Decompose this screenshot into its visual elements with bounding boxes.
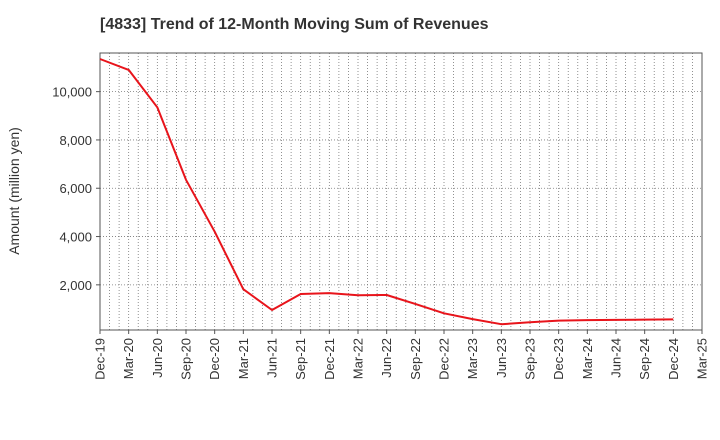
series-line bbox=[99, 58, 674, 326]
plot-area bbox=[99, 52, 703, 331]
x-tick-label: Jun-24 bbox=[609, 338, 624, 378]
x-tick-label: Mar-23 bbox=[465, 338, 480, 379]
x-tick-label: Mar-20 bbox=[121, 338, 136, 379]
y-tick-label: 4,000 bbox=[59, 230, 92, 245]
x-tick-label: Dec-22 bbox=[437, 338, 452, 380]
x-tick-label: Sep-20 bbox=[179, 338, 194, 380]
y-tick-label: 8,000 bbox=[59, 133, 92, 148]
x-tick-label: Sep-24 bbox=[637, 338, 652, 380]
y-tick-label: 10,000 bbox=[52, 85, 92, 100]
y-axis-label: Amount (million yen) bbox=[6, 127, 22, 255]
x-tick-label: Mar-22 bbox=[351, 338, 366, 379]
x-tick-label: Dec-24 bbox=[666, 338, 681, 380]
chart-title: [4833] Trend of 12-Month Moving Sum of R… bbox=[100, 16, 489, 33]
x-tick-label: Jun-23 bbox=[494, 338, 509, 378]
x-tick-label: Jun-20 bbox=[150, 338, 165, 378]
x-tick-label: Mar-25 bbox=[695, 338, 710, 379]
y-tick-label: 6,000 bbox=[59, 181, 92, 196]
x-tick-label: Mar-21 bbox=[236, 338, 251, 379]
x-tick-label: Dec-23 bbox=[551, 338, 566, 380]
x-tick-label: Sep-22 bbox=[408, 338, 423, 380]
y-tick-label: 2,000 bbox=[59, 278, 92, 293]
x-tick-label: Sep-21 bbox=[293, 338, 308, 380]
y-axis-ticks: 2,000 4,000 6,000 8,000 10,000 bbox=[52, 85, 100, 293]
x-tick-label: Dec-21 bbox=[322, 338, 337, 380]
grid-lines bbox=[100, 53, 702, 330]
x-tick-label: Sep-23 bbox=[523, 338, 538, 380]
x-tick-label: Jun-22 bbox=[379, 338, 394, 378]
x-tick-label: Mar-24 bbox=[580, 338, 595, 379]
x-tick-label: Dec-20 bbox=[207, 338, 222, 380]
x-tick-label: Dec-19 bbox=[93, 338, 108, 380]
x-axis-ticks: Dec-19 Mar-20 Jun-20 Sep-20 Dec-20 Mar-21 Jun-… bbox=[93, 330, 710, 380]
x-tick-label: Jun-21 bbox=[265, 338, 280, 378]
